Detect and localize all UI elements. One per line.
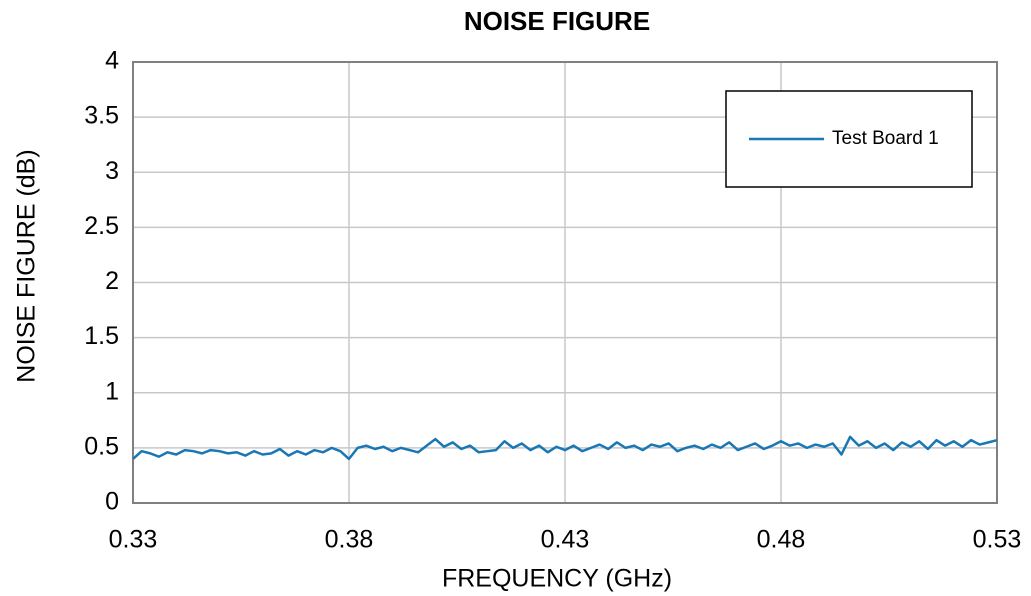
x-tick-label: 0.48 [757, 526, 806, 554]
x-axis-label: FREQUENCY (GHz) [442, 565, 672, 593]
y-tick-label: 3 [105, 157, 119, 185]
plot-border [132, 61, 998, 504]
y-tick-label: 0.5 [84, 432, 119, 460]
chart-title: NOISE FIGURE [464, 6, 650, 36]
data-line [132, 435, 998, 461]
y-tick-label: 1 [105, 377, 119, 405]
x-tick-label: 0.43 [541, 526, 590, 554]
y-tick-label: 4 [105, 47, 119, 75]
y-tick-label: 0 [105, 488, 119, 516]
x-tick-label: 0.33 [109, 526, 158, 554]
legend-label: Test Board 1 [832, 128, 939, 149]
y-axis-label: NOISE FIGURE (dB) [13, 149, 41, 382]
y-tick-label: 3.5 [84, 102, 119, 130]
x-tick-label: 0.53 [973, 526, 1022, 554]
y-tick-label: 2.5 [84, 212, 119, 240]
x-tick-label: 0.38 [325, 526, 374, 554]
y-tick-label: 2 [105, 267, 119, 295]
y-tick-label: 1.5 [84, 322, 119, 350]
